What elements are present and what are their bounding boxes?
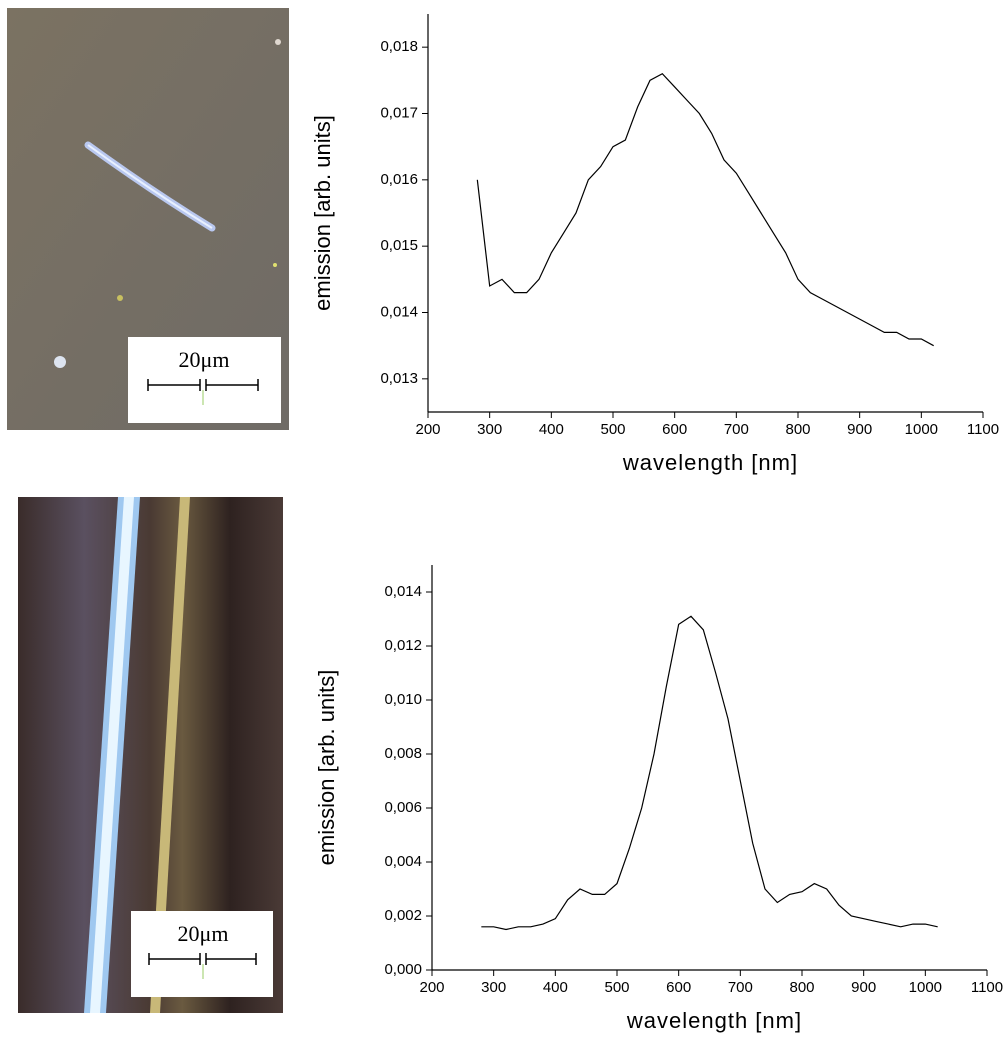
x-axis-title: wavelength [nm] [622, 450, 798, 475]
x-tick-label: 900 [851, 979, 876, 996]
y-tick-label: 0,014 [384, 583, 422, 600]
y-tick-label: 0,016 [380, 171, 418, 188]
scale-label: 20μm [179, 347, 230, 372]
y-tick-label: 0,012 [384, 637, 422, 654]
y-tick-label: 0,017 [380, 104, 418, 121]
spectrum-line [481, 615, 938, 931]
x-tick-label: 600 [662, 421, 687, 438]
x-tick-label: 800 [789, 979, 814, 996]
y-tick-label: 0,015 [380, 237, 418, 254]
x-tick-label: 200 [415, 421, 440, 438]
y-tick-label: 0,008 [384, 745, 422, 762]
x-tick-label: 1100 [967, 421, 999, 438]
y-tick-label: 0,010 [384, 691, 422, 708]
y-axis-title: emission [arb. units] [310, 115, 335, 311]
x-tick-label: 500 [604, 979, 629, 996]
x-tick-label: 700 [724, 421, 749, 438]
scale-label: 20μm [178, 921, 229, 946]
x-tick-label: 900 [847, 421, 872, 438]
y-tick-label: 0,013 [380, 370, 418, 387]
y-tick-label: 0,006 [384, 799, 422, 816]
x-tick-label: 1000 [909, 979, 942, 996]
micrograph-1: 20μm [7, 8, 289, 430]
x-axis-title: wavelength [nm] [626, 1008, 802, 1033]
y-tick-label: 0,002 [384, 907, 422, 924]
x-tick-label: 200 [419, 979, 444, 996]
x-tick-label: 800 [785, 421, 810, 438]
y-tick-label: 0,000 [384, 961, 422, 978]
y-tick-label: 0,004 [384, 853, 422, 870]
x-tick-label: 600 [666, 979, 691, 996]
x-tick-label: 300 [481, 979, 506, 996]
chart: 200 300 400 500 600 700 800 900 1000 1100 0,013 0,0… [310, 14, 999, 475]
x-tick-label: 700 [728, 979, 753, 996]
spectrum-line [476, 72, 934, 347]
x-tick-label: 1100 [971, 979, 1003, 996]
y-tick-label: 0,018 [380, 38, 418, 55]
x-tick-label: 500 [600, 421, 625, 438]
x-tick-label: 400 [543, 979, 568, 996]
x-tick-label: 400 [539, 421, 564, 438]
y-axis-title: emission [arb. units] [314, 670, 339, 866]
x-tick-label: 300 [477, 421, 502, 438]
micrograph-2: 20μm [18, 497, 283, 1013]
y-tick-label: 0,014 [380, 303, 418, 320]
x-tick-label: 1000 [905, 421, 938, 438]
chart: 200 300 400 500 600 700 800 900 1000 1100 0,000 0,0… [314, 565, 1003, 1033]
